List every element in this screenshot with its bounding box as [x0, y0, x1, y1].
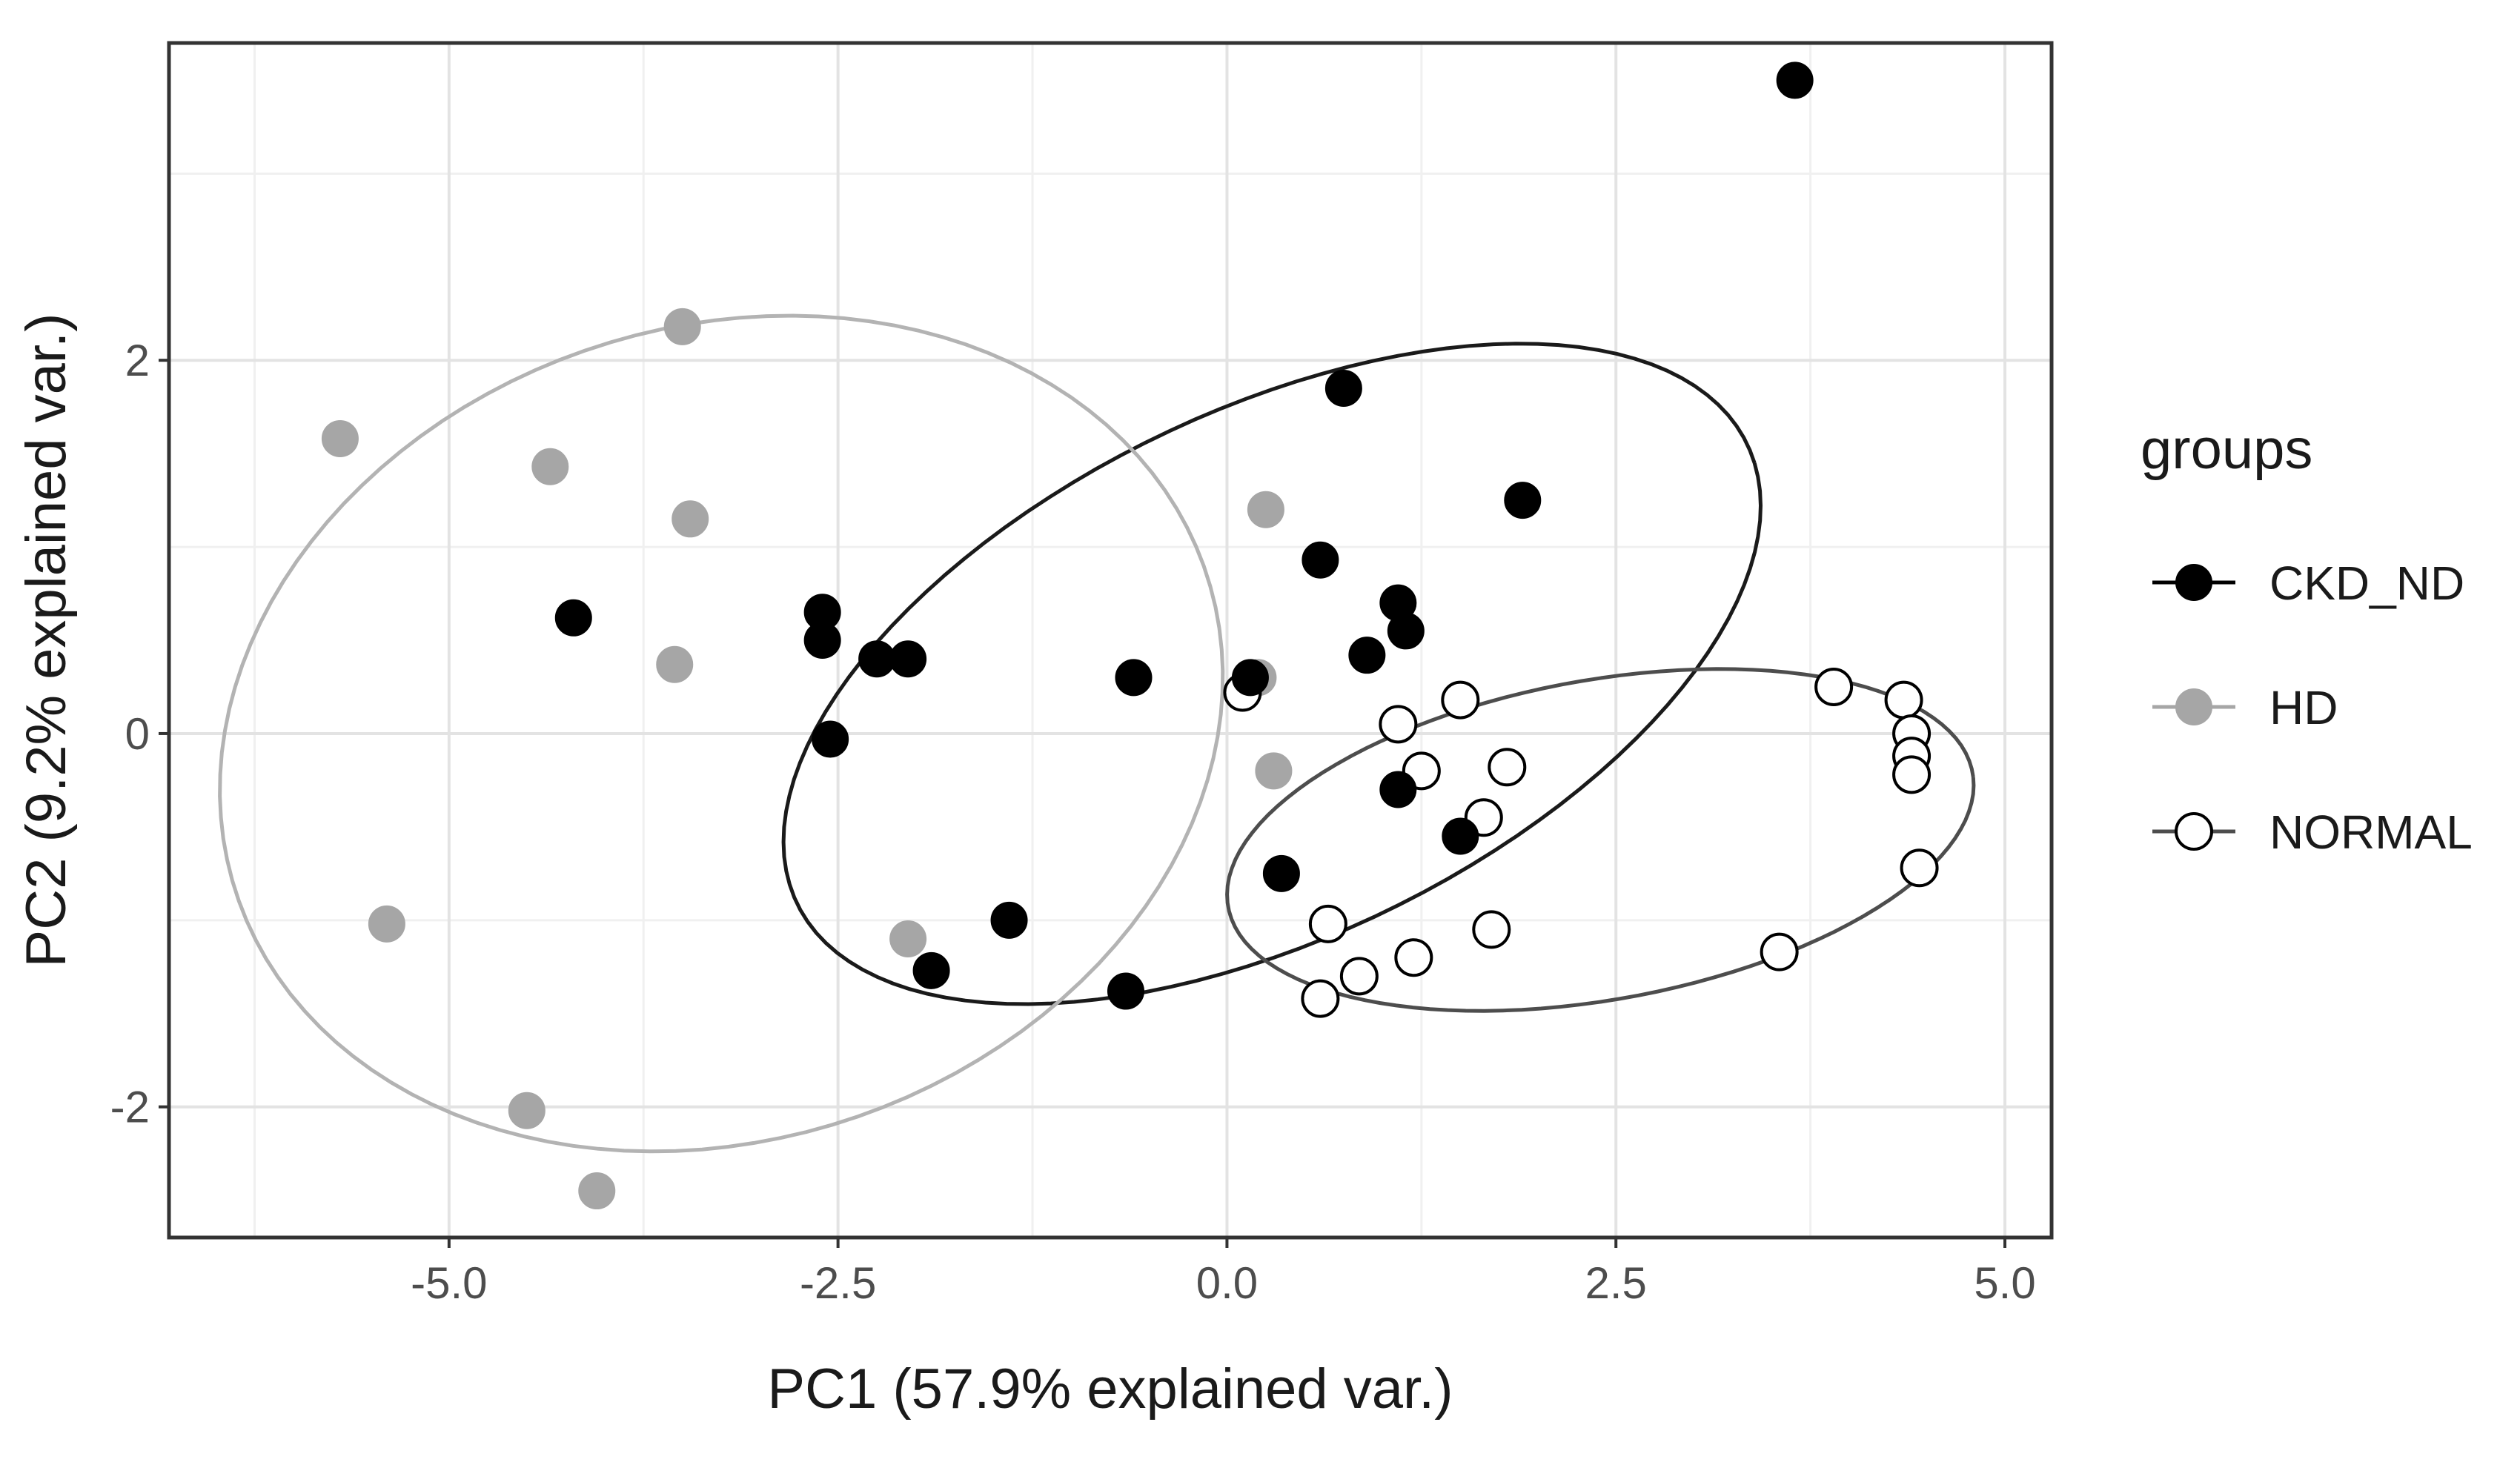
x-axis-title: PC1 (57.9% explained var.)	[767, 1358, 1453, 1421]
point-normal	[1892, 755, 1932, 794]
point-ckd-nd	[1348, 637, 1386, 674]
point-hd	[508, 1092, 546, 1129]
legend-item-hd: HD	[2152, 681, 2338, 734]
ellipse-hd	[218, 313, 1225, 1154]
y-tick-label: -2	[110, 1083, 150, 1132]
point-hd	[889, 920, 927, 957]
x-tick-label: 0.0	[1196, 1258, 1258, 1308]
legend-key-point	[2175, 812, 2213, 851]
legend: groups CKD_ND HD NORMAL	[2141, 418, 2473, 859]
point-ckd-nd	[1302, 541, 1339, 579]
point-ckd-nd	[1231, 659, 1269, 697]
point-hd	[672, 500, 709, 538]
point-hd	[578, 1172, 616, 1210]
y-tick-label: 0	[125, 709, 150, 759]
y-axis-title: PC2 (9.2% explained var.)	[15, 313, 78, 968]
point-ckd-nd	[1442, 817, 1479, 855]
x-tick-label: 2.5	[1585, 1258, 1647, 1308]
point-normal	[1884, 680, 1923, 720]
data-points	[321, 62, 1939, 1210]
plot-panel-border	[167, 41, 2054, 1240]
point-hd	[1255, 752, 1293, 790]
ellipses	[218, 313, 1976, 1154]
point-ckd-nd	[1504, 482, 1542, 519]
ellipse-normal	[1225, 667, 1976, 1013]
point-ckd-nd	[554, 599, 592, 637]
point-normal	[1760, 932, 1799, 971]
legend-title: groups	[2141, 418, 2312, 481]
point-normal	[1339, 957, 1379, 996]
point-ckd-nd	[803, 622, 841, 659]
point-ckd-nd	[1324, 369, 1362, 407]
point-normal	[1379, 705, 1418, 744]
point-normal	[1308, 904, 1347, 943]
point-normal	[1900, 848, 1939, 888]
point-normal	[1301, 979, 1340, 1018]
grid	[169, 43, 2052, 1238]
plot-background	[169, 43, 2052, 1238]
legend-label: CKD_ND	[2269, 557, 2464, 610]
ellipse-ckd-nd	[781, 342, 1763, 1006]
point-normal	[1488, 748, 1527, 787]
point-normal	[1472, 910, 1511, 949]
point-hd	[656, 645, 694, 683]
y-tick-label: 2	[125, 336, 150, 385]
point-ckd-nd	[990, 901, 1028, 939]
point-ckd-nd	[858, 640, 896, 678]
legend-key-point	[2175, 688, 2212, 725]
legend-key-point	[2175, 564, 2212, 601]
point-hd	[663, 308, 701, 345]
point-ckd-nd	[889, 640, 927, 678]
point-hd	[321, 419, 359, 457]
point-ckd-nd	[1107, 972, 1144, 1010]
point-ckd-nd	[812, 720, 849, 758]
point-ckd-nd	[1262, 854, 1300, 892]
point-normal	[1441, 680, 1480, 720]
point-normal	[1394, 938, 1433, 977]
point-hd	[368, 905, 405, 943]
point-ckd-nd	[1776, 62, 1814, 99]
point-ckd-nd	[1115, 659, 1153, 697]
point-ckd-nd	[1379, 771, 1417, 808]
point-ckd-nd	[1387, 612, 1425, 650]
axes: -5.0 -2.5 0.0 2.5 5.0 -2 0 2	[110, 336, 2036, 1308]
legend-label: NORMAL	[2269, 805, 2473, 859]
point-normal	[1814, 667, 1854, 706]
point-ckd-nd	[912, 951, 950, 989]
legend-item-normal: NORMAL	[2152, 805, 2473, 859]
x-tick-label: 5.0	[1974, 1258, 2035, 1308]
legend-label: HD	[2269, 681, 2338, 734]
x-tick-label: -5.0	[411, 1258, 487, 1308]
legend-item-ckd-nd: CKD_ND	[2152, 557, 2464, 610]
point-hd	[1247, 491, 1284, 528]
point-hd	[531, 448, 569, 485]
x-tick-label: -2.5	[800, 1258, 876, 1308]
